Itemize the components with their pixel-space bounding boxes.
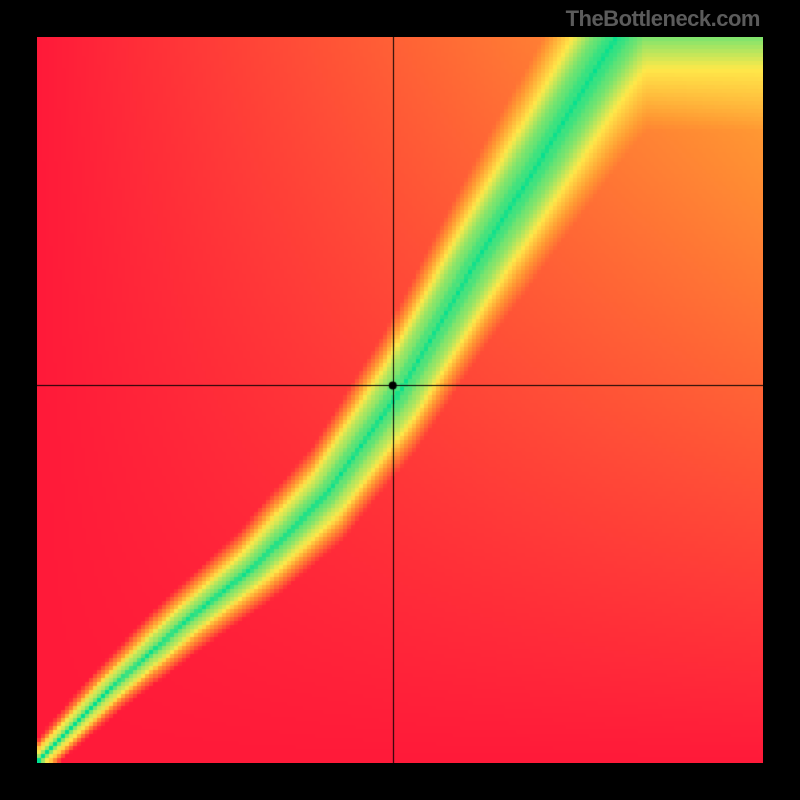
outer-frame <box>0 0 800 800</box>
bottleneck-heatmap <box>37 37 763 763</box>
plot-area <box>37 37 763 763</box>
watermark-text: TheBottleneck.com <box>566 6 760 32</box>
